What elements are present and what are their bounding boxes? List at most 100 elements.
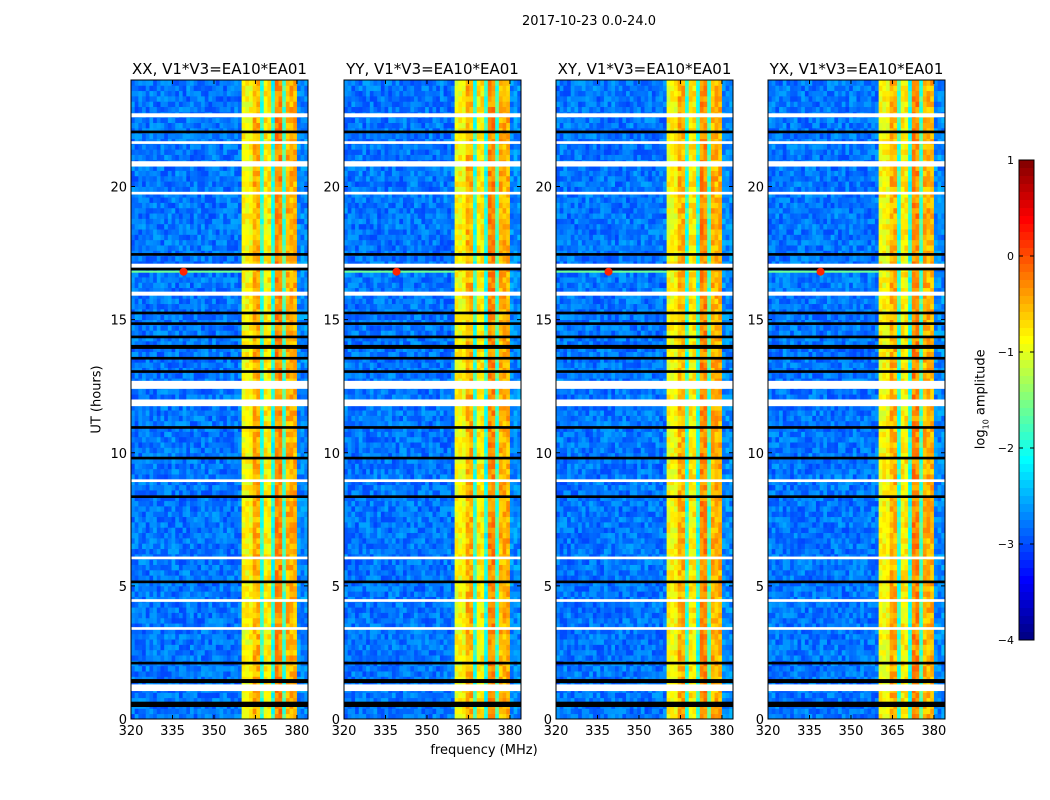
heatmap-cell (171, 617, 176, 624)
heatmap-cell (237, 330, 243, 336)
heatmap-cell (230, 287, 235, 294)
heatmap-cell (208, 202, 213, 209)
heatmap-cell (249, 186, 254, 193)
heatmap-cell (193, 181, 198, 187)
heatmap-cell (149, 601, 154, 608)
heatmap-cell (182, 500, 187, 507)
heatmap-cell (134, 569, 139, 576)
heatmap-cell (256, 537, 261, 544)
heatmap-cell (193, 665, 198, 672)
heatmap-cell (226, 623, 231, 629)
heatmap-cell (186, 500, 191, 507)
heatmap-cell (274, 330, 279, 336)
heatmap-cell (263, 537, 268, 544)
heatmap-cell (256, 506, 261, 512)
heatmap-cell (212, 362, 217, 368)
heatmap-cell (230, 255, 235, 262)
heatmap-cell (245, 713, 250, 720)
heatmap-cell (300, 628, 305, 635)
heatmap-cell (278, 697, 283, 704)
heatmap-cell (300, 490, 305, 496)
heatmap-cell (241, 601, 246, 608)
heatmap-cell (149, 426, 154, 432)
heatmap-cell (234, 404, 239, 411)
heatmap-cell (249, 623, 254, 629)
heatmap-cell (208, 335, 213, 342)
heatmap-cell (293, 447, 298, 454)
heatmap-cell (175, 559, 180, 565)
heatmap-cell (226, 490, 231, 496)
heatmap-cell (256, 245, 261, 251)
heatmap-cell (197, 500, 202, 507)
heatmap-cell (171, 277, 176, 283)
heatmap-cell (138, 186, 143, 193)
heatmap-cell (186, 335, 191, 342)
heatmap-cell (149, 239, 154, 246)
heatmap-cell (256, 207, 261, 214)
heatmap-cell (230, 665, 235, 672)
heatmap-cell (149, 223, 154, 230)
heatmap-cell (142, 298, 147, 305)
heatmap-cell (300, 569, 305, 576)
heatmap-cell (300, 271, 305, 278)
heatmap-cell (164, 516, 169, 523)
heatmap-cell (156, 697, 161, 704)
heatmap-cell (278, 527, 283, 534)
heatmap-cell (230, 527, 235, 534)
heatmap-cell (296, 218, 302, 225)
heatmap-cell (285, 420, 290, 427)
heatmap-cell (260, 607, 265, 613)
heatmap-cell (245, 404, 250, 411)
heatmap-cell (252, 426, 257, 432)
heatmap-cell (274, 527, 279, 534)
heatmap-cell (197, 181, 202, 187)
heatmap-cell (212, 388, 217, 395)
heatmap-cell (304, 708, 309, 715)
heatmap-cell (215, 521, 220, 528)
heatmap-cell (274, 245, 279, 251)
heatmap-cell (237, 436, 243, 443)
heatmap-cell (138, 564, 143, 571)
heatmap-cell (171, 404, 176, 411)
heatmap-cell (300, 415, 305, 422)
heatmap-cell (197, 591, 202, 597)
heatmap-cell (215, 165, 220, 171)
heatmap-cell (160, 452, 165, 459)
heatmap-cell (145, 436, 150, 443)
heatmap-cell (282, 426, 287, 432)
heatmap-cell (219, 181, 224, 187)
heatmap-cell (131, 181, 136, 187)
heatmap-cell (226, 495, 231, 502)
heatmap-cell (156, 479, 161, 486)
heatmap-cell (145, 314, 150, 321)
heatmap-cell (212, 655, 217, 661)
heatmap-cell (197, 655, 202, 661)
heatmap-cell (285, 516, 290, 523)
heatmap-cell (138, 655, 143, 661)
heatmap-cell (178, 639, 184, 645)
heatmap-cell (300, 623, 305, 629)
heatmap-cell (193, 356, 198, 363)
heatmap-cell (201, 362, 206, 368)
heatmap-cell (289, 639, 294, 645)
heatmap-cell (164, 426, 169, 432)
heatmap-cell (278, 388, 283, 395)
heatmap-cell (156, 181, 161, 187)
heatmap-cell (293, 564, 298, 571)
heatmap-cell (171, 644, 176, 651)
heatmap-cell (252, 506, 257, 512)
heatmap-cell (160, 474, 165, 480)
heatmap-cell (230, 330, 235, 336)
heatmap-cell (267, 559, 272, 565)
heatmap-cell (219, 191, 224, 198)
heatmap-cell (193, 543, 198, 549)
heatmap-cell (304, 346, 309, 352)
heatmap-cell (171, 426, 176, 432)
heatmap-cell (226, 394, 231, 400)
heatmap-cell (215, 394, 220, 400)
heatmap-cell (274, 175, 279, 182)
heatmap-cell (296, 165, 302, 171)
heatmap-cell (252, 335, 257, 342)
heatmap-cell (201, 548, 206, 555)
heatmap-cell (252, 202, 257, 209)
